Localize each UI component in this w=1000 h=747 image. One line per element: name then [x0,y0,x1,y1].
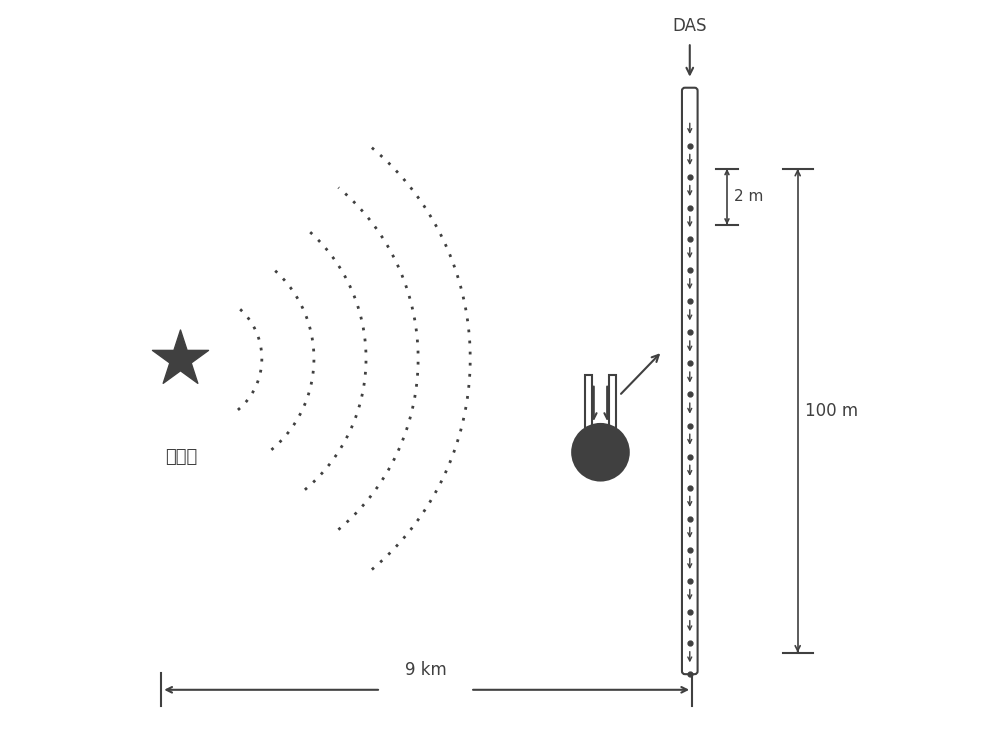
Bar [609,375,616,433]
Bar [585,375,592,433]
Text: 2 m: 2 m [734,189,764,204]
Point [172,353,188,365]
Text: 气枪源: 气枪源 [165,448,197,466]
Text: DAS: DAS [673,17,707,35]
Text: 9 km: 9 km [405,660,446,678]
FancyBboxPatch shape [682,87,698,674]
Circle shape [572,424,629,480]
Text: 100 m: 100 m [805,402,858,420]
